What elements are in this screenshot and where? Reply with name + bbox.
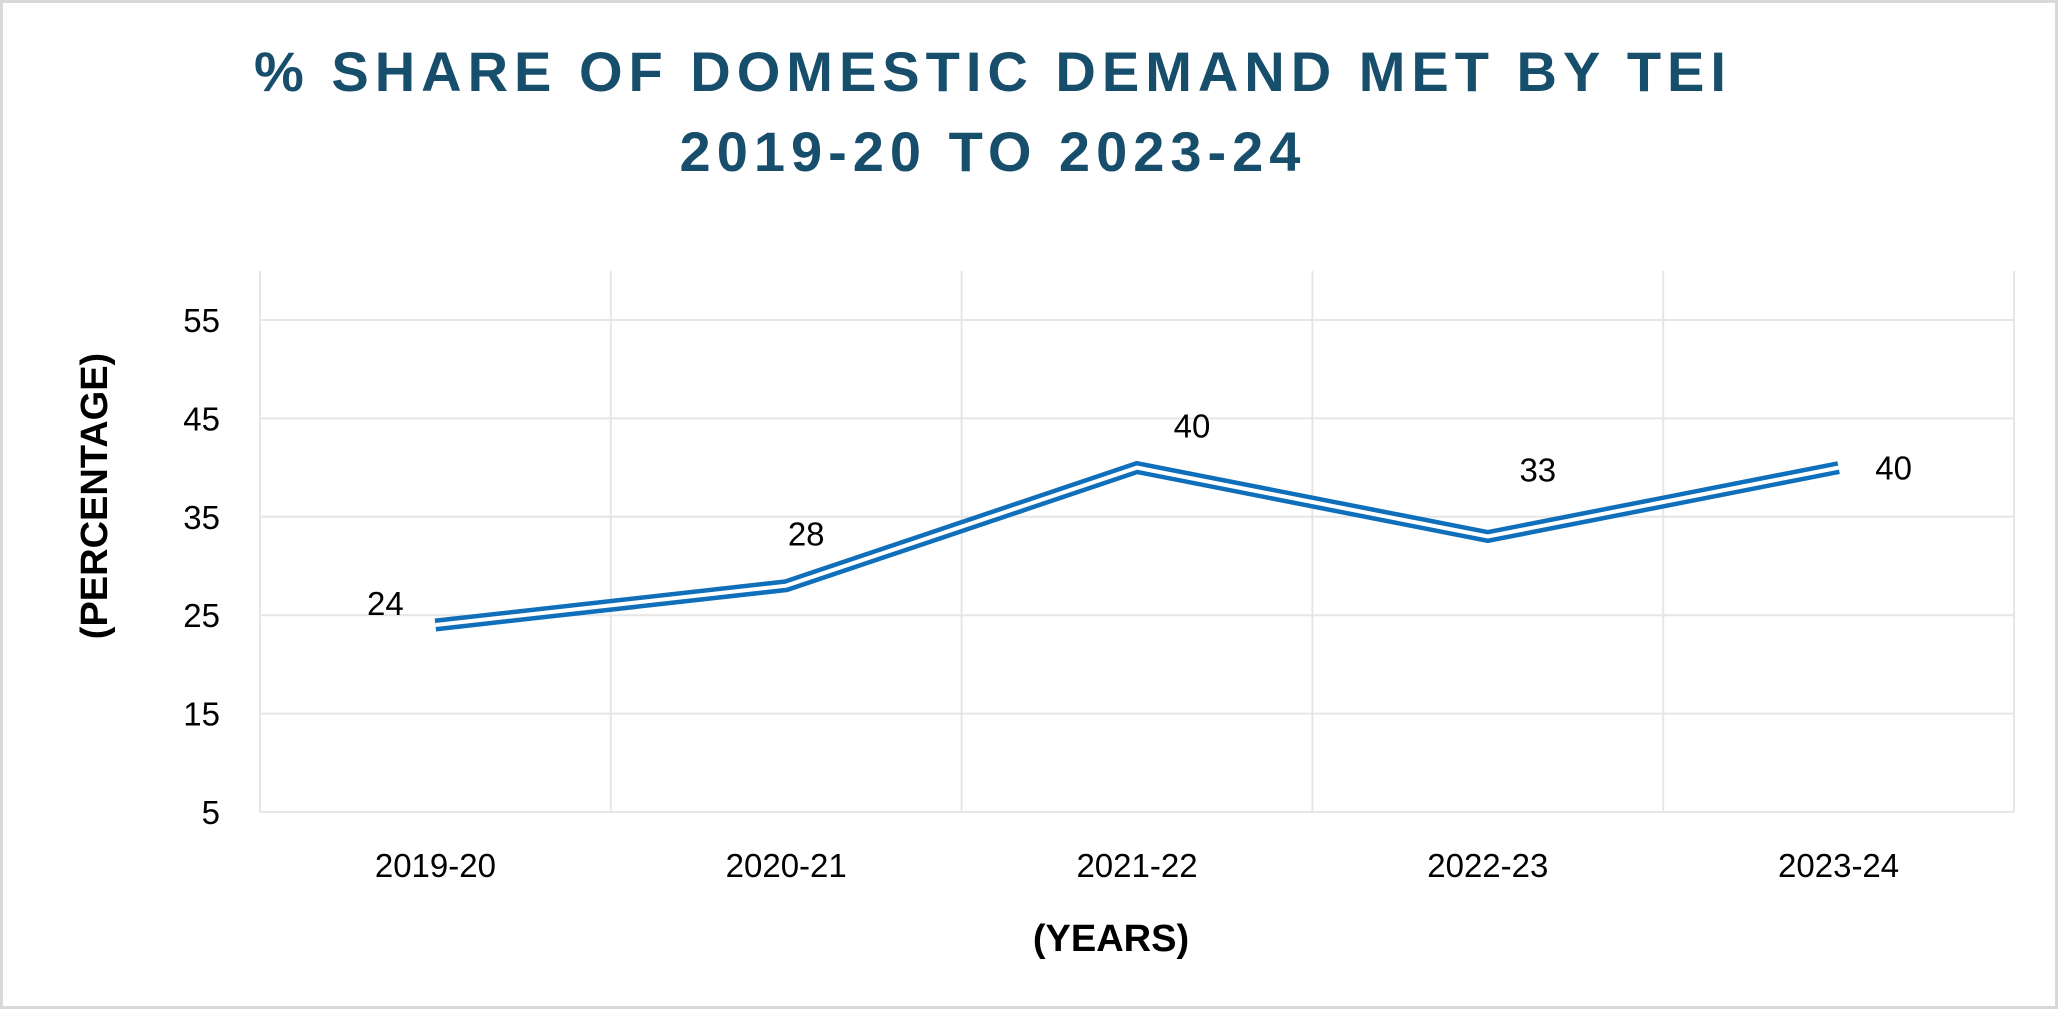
data-point [1487, 535, 1489, 537]
y-tick-label: 5 [202, 794, 220, 831]
x-axis-ticks: 2019-20 2020-21 2021-22 2022-23 2023-24 [375, 847, 1899, 884]
y-tick-label: 55 [183, 302, 220, 339]
x-tick-label: 2019-20 [375, 847, 496, 884]
grid [259, 271, 2015, 813]
chart-title-line-1: % SHARE OF DOMESTIC DEMAND MET BY TEI [254, 40, 1732, 103]
series-layer [434, 460, 1840, 632]
x-axis-title: (YEARS) [1033, 918, 1189, 960]
x-tick-label: 2022-23 [1427, 847, 1548, 884]
data-point [1136, 467, 1138, 469]
y-axis-title: (PERCENTAGE) [74, 353, 116, 639]
x-tick-label: 2023-24 [1778, 847, 1899, 884]
x-tick-label: 2020-21 [726, 847, 847, 884]
chart-title-line-2: 2019-20 TO 2023-24 [680, 120, 1307, 183]
y-tick-label: 45 [183, 400, 220, 437]
y-tick-label: 35 [183, 499, 220, 536]
data-label: 28 [788, 516, 825, 553]
data-label: 40 [1875, 450, 1912, 487]
series-line-gap [435, 465, 1839, 627]
line-chart: % SHARE OF DOMESTIC DEMAND MET BY TEI 20… [74, 40, 2015, 960]
x-tick-label: 2021-22 [1076, 847, 1197, 884]
data-point [785, 585, 787, 587]
data-label: 40 [1174, 408, 1211, 445]
data-point [1838, 467, 1840, 469]
data-label: 33 [1519, 451, 1556, 488]
y-tick-label: 15 [183, 696, 220, 733]
data-label: 24 [367, 585, 404, 622]
y-axis-ticks: 5 15 25 35 45 55 [183, 302, 220, 831]
data-labels: 24 28 40 33 40 [367, 408, 1912, 622]
y-tick-label: 25 [183, 597, 220, 634]
data-point [434, 624, 436, 626]
